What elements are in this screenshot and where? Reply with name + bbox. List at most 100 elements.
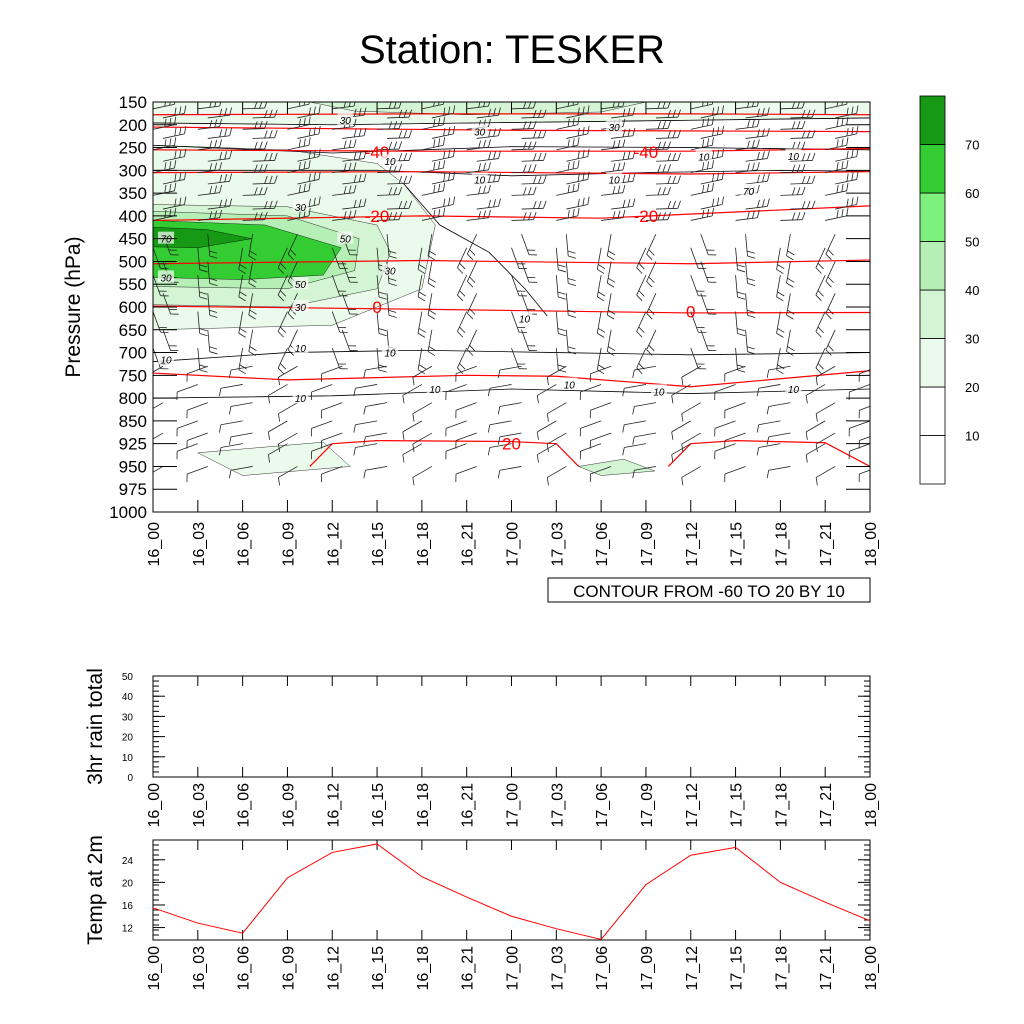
x-tick-label: 17_06	[594, 522, 611, 567]
rh-low-30	[197, 441, 351, 476]
wind-barb	[735, 118, 760, 130]
wind-barb	[714, 384, 736, 400]
y-tick-label: 750	[119, 366, 147, 385]
wind-barb	[825, 293, 836, 320]
wind-barb	[835, 125, 859, 139]
wind-barb	[589, 365, 612, 382]
y-tick-label: 300	[119, 161, 147, 180]
wind-barb	[412, 402, 433, 422]
rh-line-10-700	[153, 349, 870, 363]
temp-line-200	[153, 126, 870, 133]
wind-barb	[805, 420, 826, 440]
wind-barb	[645, 141, 671, 151]
humidity-contour-label: 30	[295, 203, 307, 214]
wind-barb	[645, 186, 671, 196]
wind-barb	[780, 164, 806, 174]
wind-barb	[427, 234, 436, 261]
wind-barb	[153, 116, 177, 130]
wind-barb	[162, 293, 179, 315]
wind-barb	[277, 365, 298, 386]
temp-panel-frame	[152, 839, 871, 941]
wind-barb	[287, 137, 311, 151]
wind-barb	[880, 234, 896, 255]
colorbar-box	[919, 435, 946, 485]
rh-region-70	[153, 227, 252, 248]
x-tick-label: 17_03	[549, 946, 566, 991]
x-tick-label: 17_09	[639, 522, 656, 567]
wind-barb	[869, 172, 870, 173]
wind-barb	[756, 384, 781, 397]
wind-barb	[636, 274, 647, 302]
wind-barb	[153, 311, 169, 333]
wind-barb	[636, 247, 647, 274]
x-tick-label: 16_00	[146, 946, 163, 991]
wind-barb	[815, 432, 836, 453]
temp-panel: 12 16 20 24 16_00 16_03 16_06 16_09 16_12 16_15 16…	[84, 835, 880, 990]
x-tick-label: 17_21	[818, 783, 835, 828]
wind-barb	[332, 184, 357, 196]
wind-barb	[556, 116, 580, 130]
wind-barb	[825, 261, 836, 288]
wind-barb	[248, 261, 257, 288]
y-tick-label: 40	[122, 692, 134, 703]
wind-barb	[815, 365, 836, 386]
y-tick-label: 200	[119, 116, 147, 135]
rh-line-10-mid	[153, 169, 870, 177]
wind-barb	[671, 384, 691, 404]
wind-barb	[386, 293, 397, 318]
wind-barb	[601, 209, 626, 221]
colorbar-label: 20	[965, 380, 979, 395]
wind-barb	[825, 116, 849, 130]
temp-contour-label: 0	[686, 303, 695, 322]
wind-barb	[700, 233, 717, 256]
y-tick-label: 30	[122, 712, 134, 723]
wind-barb	[589, 466, 612, 482]
wind-barb	[724, 466, 746, 482]
x-tick-label: 17_03	[549, 783, 566, 828]
x-tick-label: 17_18	[773, 946, 790, 991]
wind-barb	[427, 261, 436, 288]
wind-barb	[331, 274, 348, 297]
wind-barb	[466, 209, 491, 221]
wind-barb	[162, 329, 179, 352]
wind-barb	[622, 420, 647, 433]
y-tick-label: 20	[122, 878, 134, 889]
humidity-contour-label: 10	[698, 153, 710, 164]
wind-barb	[431, 196, 456, 210]
wind-barb	[511, 186, 537, 196]
wind-barb	[353, 384, 378, 397]
wind-barb	[521, 261, 538, 283]
temp-line-750	[153, 370, 870, 388]
wind-barb	[745, 173, 770, 185]
wind-barb	[277, 402, 298, 422]
wind-barb	[466, 162, 491, 174]
humidity-contour-label: 70	[160, 235, 172, 246]
wind-barb	[342, 150, 367, 162]
wind-barb	[790, 109, 816, 119]
wind-barb	[242, 186, 268, 196]
wind-barb	[431, 125, 456, 139]
wind-barb	[487, 420, 512, 433]
wind-barb	[267, 384, 288, 404]
wind-barb	[421, 116, 446, 130]
x-tick-label: 16_12	[325, 946, 342, 991]
wind-barb	[207, 127, 233, 139]
humidity-contour-label: 10	[429, 385, 441, 396]
wind-barb	[790, 200, 816, 210]
wind-barb	[596, 275, 606, 302]
y-tick-label: 0	[127, 773, 133, 784]
wind-barb	[835, 171, 859, 185]
wind-barb	[869, 247, 870, 249]
wind-barb	[445, 384, 467, 400]
x-tick-label: 17_09	[639, 783, 656, 828]
wind-barb	[387, 129, 413, 139]
wind-barb	[207, 150, 233, 162]
y-tick-label: 16	[122, 901, 134, 912]
wind-barb	[646, 261, 657, 288]
wind-barb	[815, 347, 826, 374]
wind-barb	[467, 329, 478, 356]
x-tick-label: 17_21	[818, 522, 835, 567]
wind-barb	[790, 175, 816, 185]
wind-barb	[655, 109, 681, 119]
wind-barb	[700, 105, 724, 119]
